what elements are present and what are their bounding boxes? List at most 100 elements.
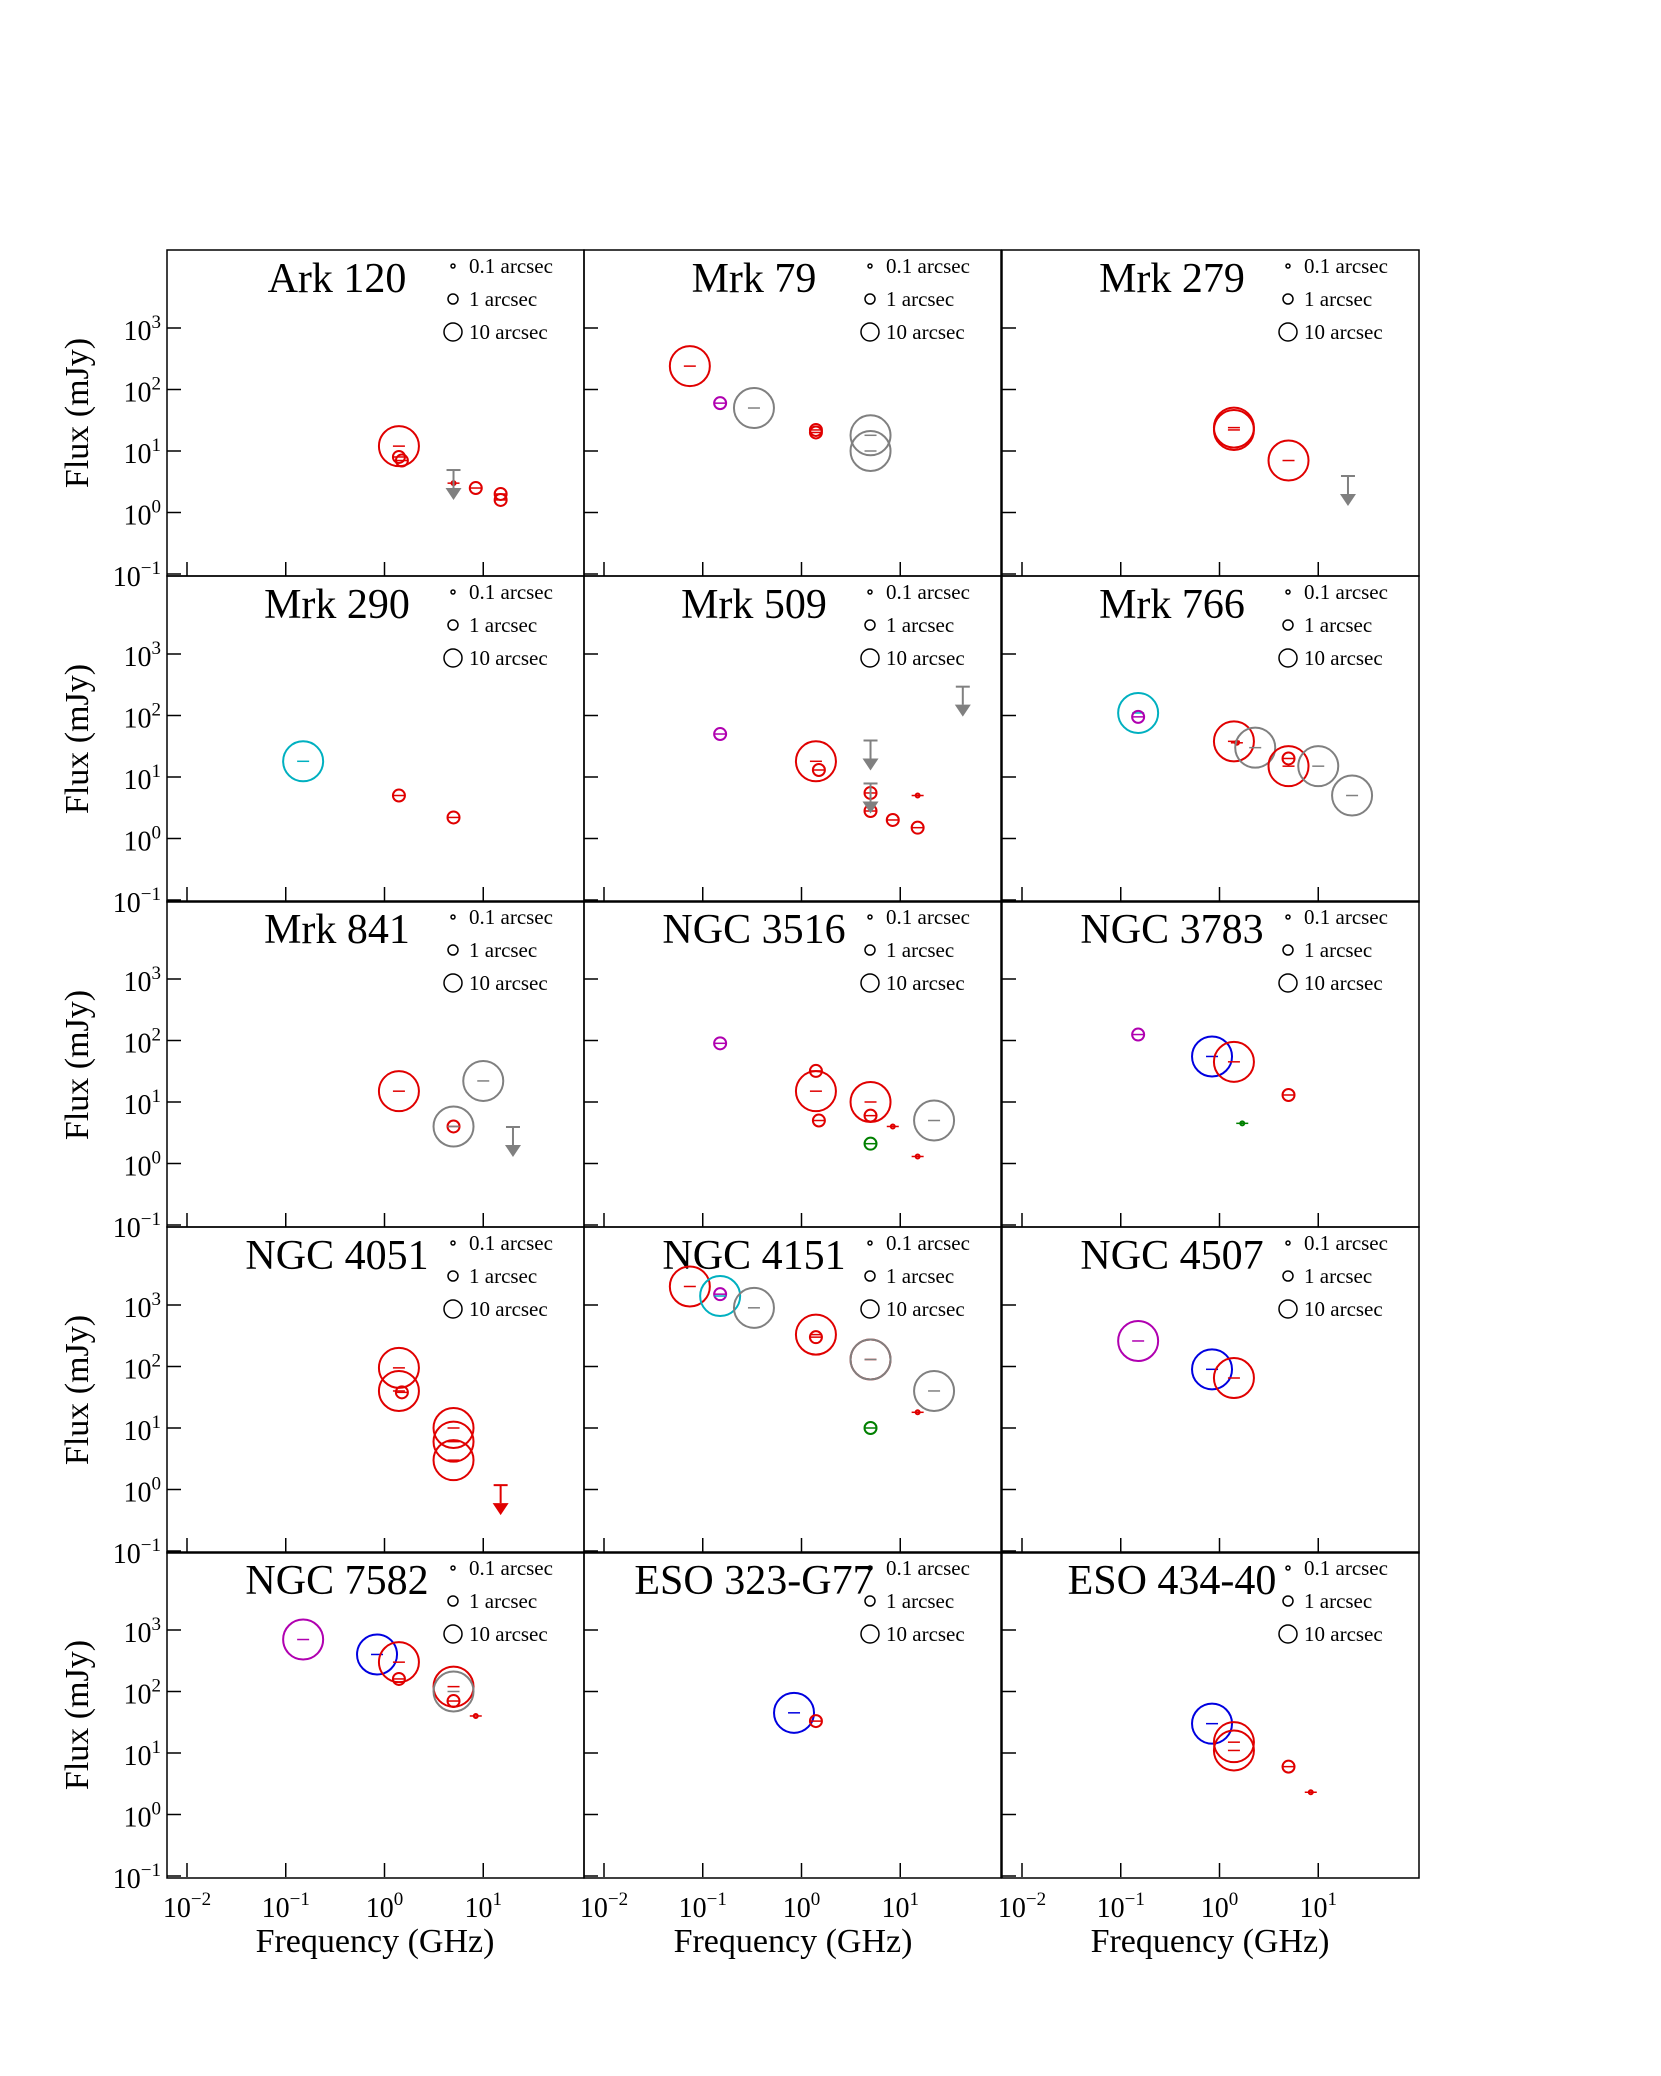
legend-marker [1282, 1595, 1294, 1607]
panels-group: 10−1 100 101 102 103 Ark 120 0.1 arcsec 1 arcse… [113, 249, 1420, 1924]
data-point [808, 1714, 823, 1729]
point-marker [1117, 691, 1160, 734]
legend-label: 10 arcsec [1304, 971, 1383, 995]
legend-label: 0.1 arcsec [1304, 254, 1388, 278]
data-point [492, 1484, 509, 1516]
legend: 0.1 arcsec 1 arcsec 10 arcsec [443, 254, 553, 344]
point-marker [432, 1439, 475, 1482]
data-point [1131, 1027, 1146, 1042]
panel-frame [583, 575, 1002, 903]
legend-marker [443, 648, 463, 668]
legend-marker [864, 1270, 876, 1282]
legend-marker [443, 322, 463, 342]
legend-label: 1 arcsec [1304, 1589, 1372, 1613]
point-marker [1234, 726, 1277, 769]
point-marker [794, 1313, 837, 1356]
panel-9: NGC 3783 0.1 arcsec 1 arcsec 10 arcsec [1001, 900, 1420, 1228]
legend-marker [447, 293, 459, 305]
data-point [885, 812, 900, 827]
y-tick-label: 100 [124, 1474, 162, 1509]
data-point [1191, 1702, 1234, 1745]
data-point [863, 1108, 878, 1123]
point-marker [668, 1265, 711, 1308]
legend-marker [447, 1595, 459, 1607]
legend-marker [1285, 263, 1291, 269]
data-point [1304, 1789, 1317, 1796]
legend-label: 0.1 arcsec [469, 905, 553, 929]
legend-marker [864, 619, 876, 631]
legend-label: 1 arcsec [886, 1264, 954, 1288]
y-tick-label: 103 [124, 1614, 162, 1649]
panel-5: Mrk 509 0.1 arcsec 1 arcsec 10 arcsec [583, 575, 1002, 903]
legend-label: 1 arcsec [886, 613, 954, 637]
y-tick-label: 100 [124, 823, 162, 858]
panel-11: NGC 4151 0.1 arcsec 1 arcsec 10 arcsec [583, 1226, 1002, 1554]
legend-label: 0.1 arcsec [469, 1556, 553, 1580]
point-marker [282, 740, 325, 783]
data-point [808, 1330, 823, 1345]
data-point [1191, 1035, 1234, 1078]
data-point [282, 1618, 325, 1661]
y-tick-label: 100 [124, 497, 162, 532]
data-point [863, 1136, 878, 1151]
data-point [1297, 745, 1340, 788]
data-point [432, 1439, 475, 1482]
legend: 0.1 arcsec 1 arcsec 10 arcsec [860, 905, 970, 995]
data-point [469, 1712, 482, 1719]
point-marker [432, 1670, 475, 1713]
data-point [1281, 1759, 1296, 1774]
point-marker [699, 1275, 742, 1318]
data-point [808, 425, 823, 440]
data-point [668, 345, 711, 388]
legend-label: 1 arcsec [469, 938, 537, 962]
data-point [1331, 774, 1374, 817]
data-point [1212, 1721, 1255, 1764]
data-point [713, 727, 728, 742]
legend-marker [867, 589, 873, 595]
data-point [886, 1123, 899, 1130]
point-marker [432, 1105, 475, 1148]
legend-marker [1282, 944, 1294, 956]
panel-title: NGC 7582 [245, 1558, 428, 1604]
point-marker [282, 1618, 325, 1661]
y-tick-label: 103 [124, 963, 162, 998]
legend-marker [867, 263, 873, 269]
legend-label: 1 arcsec [886, 1589, 954, 1613]
legend-label: 10 arcsec [1304, 1297, 1383, 1321]
panel-7: 10−1 100 101 102 103 Mrk 841 0.1 arcsec 1 arcse… [113, 900, 585, 1244]
legend: 0.1 arcsec 1 arcsec 10 arcsec [1278, 1556, 1388, 1646]
panel-title: Mrk 279 [1099, 256, 1245, 302]
point-marker [1267, 439, 1310, 482]
panel-10: 10−1 100 101 102 103 NGC 4051 0.1 arcsec 1 arcs… [113, 1226, 585, 1570]
data-point [1131, 709, 1146, 724]
data-point [732, 387, 775, 430]
x-tick-label: 101 [1300, 1889, 1338, 1924]
data-point [713, 1287, 728, 1302]
data-point [699, 1275, 742, 1318]
point-marker [1191, 1348, 1234, 1391]
point-marker [377, 1369, 420, 1412]
y-tick-label: 101 [124, 435, 162, 470]
legend-label: 10 arcsec [469, 1622, 548, 1646]
legend-label: 1 arcsec [1304, 287, 1372, 311]
panel-2: Mrk 79 0.1 arcsec 1 arcsec 10 arcsec [583, 249, 1002, 577]
legend-marker [864, 1595, 876, 1607]
legend: 0.1 arcsec 1 arcsec 10 arcsec [443, 905, 553, 995]
data-point [377, 1369, 420, 1412]
legend-label: 0.1 arcsec [886, 1231, 970, 1255]
panel-title: NGC 4507 [1080, 1233, 1263, 1279]
y-tick-label: 103 [124, 312, 162, 347]
legend-marker [1285, 1565, 1291, 1571]
panel-title: ESO 323-G77 [634, 1558, 873, 1604]
x-tick-label: 101 [465, 1889, 503, 1924]
legend-marker [450, 1240, 456, 1246]
x-tick-label: 10−1 [679, 1889, 727, 1924]
data-point [432, 1407, 475, 1449]
point-marker [849, 430, 892, 472]
point-marker [1297, 745, 1340, 788]
data-point [954, 685, 971, 717]
panel-title: NGC 3516 [662, 907, 845, 953]
data-point [432, 1670, 475, 1713]
data-point [445, 469, 462, 501]
point-marker [732, 387, 775, 430]
